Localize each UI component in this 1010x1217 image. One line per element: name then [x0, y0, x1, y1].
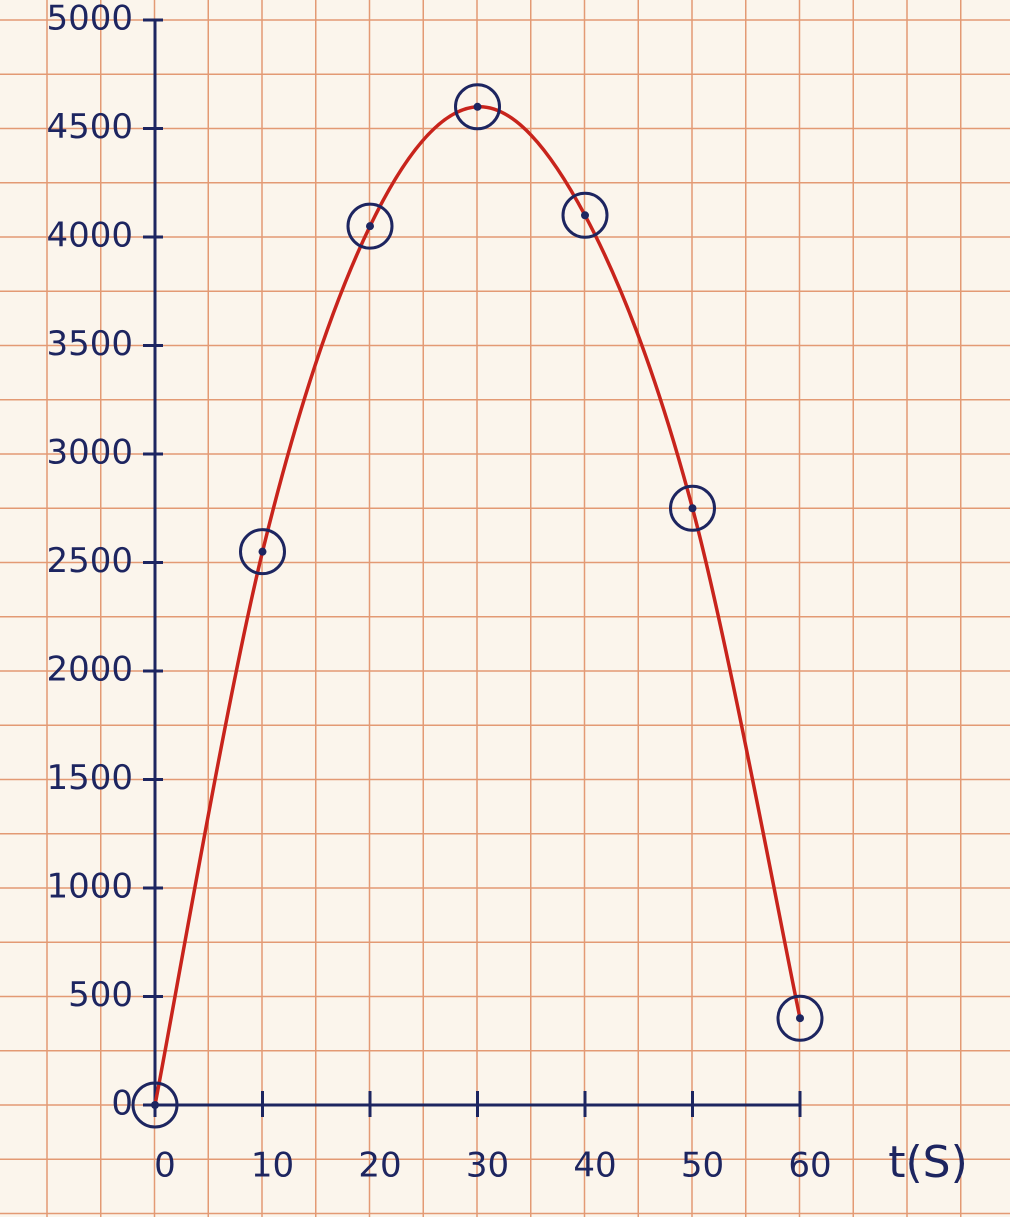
y-tick-label: 5000	[46, 0, 133, 39]
data-dot	[581, 211, 589, 219]
graph-paper	[0, 0, 1010, 1217]
x-axis-label: t(S)	[888, 1137, 968, 1188]
y-tick-label: 2500	[46, 541, 133, 581]
y-tick-label: 0	[111, 1084, 133, 1124]
data-dot	[259, 548, 267, 556]
x-tick-label: 50	[681, 1146, 724, 1186]
y-tick-label: 3500	[46, 324, 133, 364]
x-tick-label: 0	[154, 1146, 176, 1186]
data-dot	[474, 103, 482, 111]
x-tick-label: 60	[788, 1146, 831, 1186]
x-tick-label: 20	[358, 1146, 401, 1186]
y-tick-label: 4500	[46, 107, 133, 147]
x-tick-label: 10	[251, 1146, 294, 1186]
data-dot	[796, 1014, 804, 1022]
chart: t(S) 05001000150020002500300035004000450…	[0, 0, 1010, 1217]
y-tick-label: 2000	[46, 650, 133, 690]
x-tick-label: 30	[466, 1146, 509, 1186]
y-tick-label: 4000	[46, 216, 133, 256]
x-tick-label: 40	[573, 1146, 616, 1186]
y-tick-label: 1500	[46, 758, 133, 798]
y-tick-label: 3000	[46, 433, 133, 473]
data-dot	[151, 1101, 159, 1109]
data-dot	[689, 504, 697, 512]
y-tick-label: 1000	[46, 867, 133, 907]
data-dot	[366, 222, 374, 230]
y-tick-label: 500	[68, 975, 133, 1015]
